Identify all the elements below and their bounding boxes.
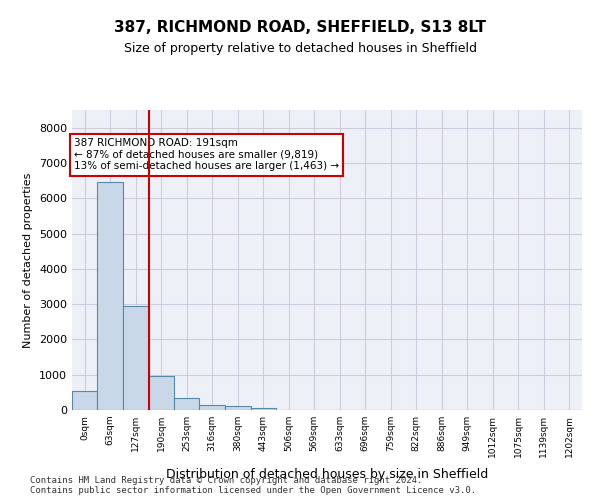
Bar <box>72 390 97 410</box>
Bar <box>225 406 251 410</box>
X-axis label: Distribution of detached houses by size in Sheffield: Distribution of detached houses by size … <box>166 468 488 481</box>
Text: 387, RICHMOND ROAD, SHEFFIELD, S13 8LT: 387, RICHMOND ROAD, SHEFFIELD, S13 8LT <box>114 20 486 35</box>
Y-axis label: Number of detached properties: Number of detached properties <box>23 172 34 348</box>
Text: 387 RICHMOND ROAD: 191sqm
← 87% of detached houses are smaller (9,819)
13% of se: 387 RICHMOND ROAD: 191sqm ← 87% of detac… <box>74 138 339 172</box>
Bar <box>199 404 225 410</box>
Bar <box>149 376 174 410</box>
Text: Contains HM Land Registry data © Crown copyright and database right 2024.
Contai: Contains HM Land Registry data © Crown c… <box>30 476 476 495</box>
Bar <box>123 306 149 410</box>
Bar <box>174 398 199 410</box>
Bar <box>251 408 276 410</box>
Text: Size of property relative to detached houses in Sheffield: Size of property relative to detached ho… <box>124 42 476 55</box>
Bar <box>97 182 123 410</box>
